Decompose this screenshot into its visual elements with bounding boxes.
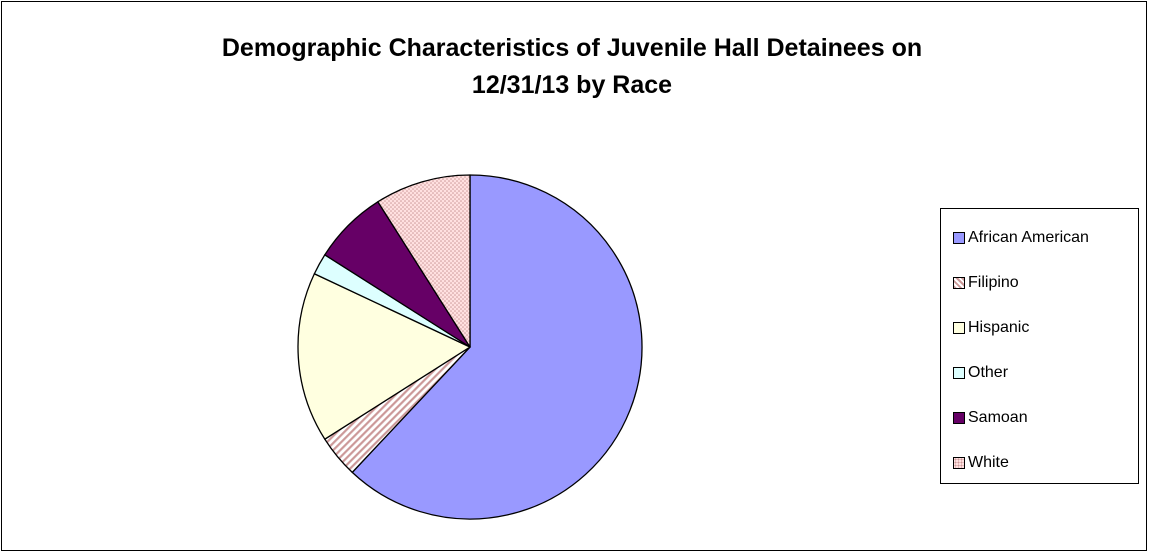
legend-item-filipino: Filipino [953, 273, 1019, 293]
legend-swatch [953, 367, 965, 379]
legend-item-african-american: African American [953, 228, 1089, 248]
legend-item-other: Other [953, 363, 1008, 383]
legend-label: Hispanic [968, 319, 1030, 336]
legend-swatch [953, 412, 965, 424]
pie-slice-white [377, 174, 471, 348]
legend-swatch [953, 322, 965, 334]
legend-label: Other [968, 364, 1009, 381]
chart-title: Demographic Characteristics of Juvenile … [102, 30, 1042, 104]
legend-label: African American [968, 229, 1089, 246]
chart-legend: African American Filipino Hispanic Other Sam… [940, 208, 1139, 484]
legend-label: Filipino [968, 274, 1019, 291]
legend-item-samoan: Samoan [953, 408, 1028, 428]
legend-item-white: White [953, 453, 1009, 473]
legend-item-hispanic: Hispanic [953, 318, 1029, 338]
legend-label: Samoan [968, 409, 1028, 426]
legend-swatch [953, 277, 965, 289]
legend-swatch [953, 232, 965, 244]
chart-title-line-2: 12/31/13 by Race [471, 71, 673, 99]
pie-slice-hispanic [297, 273, 471, 440]
pie-slice-african-american [351, 174, 643, 520]
legend-swatch [953, 457, 965, 469]
chart-title-line-1: Demographic Characteristics of Juvenile … [221, 34, 923, 62]
legend-label: White [968, 454, 1009, 471]
